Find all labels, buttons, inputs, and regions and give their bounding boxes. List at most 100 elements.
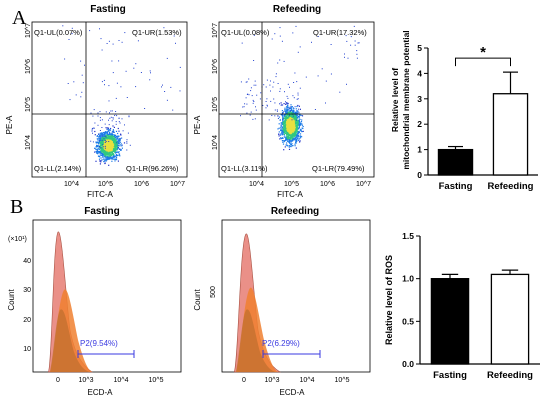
event-dot (105, 145, 107, 148)
event-dot (295, 133, 297, 135)
event-dot (118, 60, 120, 62)
event-dot (115, 149, 117, 151)
y-tick: 10^7 (212, 23, 219, 38)
event-dot (282, 143, 285, 145)
event-dot (111, 150, 113, 152)
event-dot (291, 119, 293, 121)
event-dot (112, 117, 114, 119)
flow-events (240, 25, 360, 151)
event-dot (277, 83, 279, 84)
y-tick-label: 2 (417, 119, 422, 129)
event-dot (292, 128, 294, 130)
x-tick: 10^6 (320, 181, 335, 188)
event-dot (118, 142, 120, 144)
event-dot (300, 114, 302, 116)
event-dot (284, 136, 286, 138)
event-dot (120, 86, 122, 88)
event-dot (105, 150, 107, 152)
event-dot (293, 129, 295, 131)
event-dot (95, 148, 97, 151)
event-dot (288, 108, 290, 110)
event-dot (105, 158, 108, 160)
event-dot (108, 158, 110, 160)
event-dot (286, 144, 288, 146)
event-dot (99, 136, 101, 138)
event-dot (293, 121, 295, 123)
event-dot (285, 122, 288, 124)
event-dot (289, 126, 291, 128)
event-dot (102, 153, 104, 155)
event-dot (286, 111, 288, 113)
event-dot (282, 115, 284, 117)
event-dot (290, 108, 292, 110)
event-dot (100, 38, 102, 40)
event-dot (94, 134, 96, 136)
event-dot (302, 125, 304, 128)
event-dot (293, 124, 295, 126)
x-tick: 10^4 (114, 377, 129, 384)
event-dot (321, 68, 323, 70)
event-dot (292, 123, 294, 125)
event-dot (252, 118, 254, 120)
event-dot (120, 133, 122, 135)
x-tick: 10^3 (265, 377, 280, 384)
event-dot (265, 107, 267, 109)
event-dot (105, 135, 107, 137)
event-dot (126, 97, 128, 98)
event-dot (105, 145, 107, 147)
event-dot (283, 125, 285, 127)
y-tick-label: 0.5 (402, 316, 414, 326)
event-dot (112, 145, 114, 147)
event-dot (106, 146, 108, 148)
event-dot (253, 84, 255, 86)
event-dot (290, 106, 291, 108)
event-dot (64, 58, 66, 60)
event-dot (291, 143, 293, 145)
event-dot (293, 133, 295, 135)
event-dot (297, 132, 299, 134)
event-dot (102, 142, 104, 144)
event-dot (286, 136, 289, 138)
event-dot (294, 112, 296, 114)
event-dot (121, 137, 123, 139)
event-dot (98, 134, 100, 136)
event-dot (291, 121, 293, 123)
event-dot (284, 120, 286, 122)
event-dot (116, 143, 118, 145)
event-dot (106, 153, 108, 156)
event-dot (288, 127, 290, 129)
event-dot (266, 98, 268, 100)
event-dot (293, 111, 295, 113)
event-dot (100, 135, 102, 138)
event-dot (293, 116, 295, 118)
y-tick: 500 (210, 286, 217, 298)
event-dot (295, 121, 297, 123)
event-dot (280, 113, 282, 116)
event-dot (269, 84, 271, 86)
event-dot (293, 82, 295, 83)
event-dot (296, 134, 298, 137)
event-dot (277, 128, 279, 130)
event-dot (287, 97, 289, 99)
event-dot (94, 130, 96, 133)
event-dot (354, 40, 356, 42)
event-dot (115, 144, 117, 146)
event-dot (300, 135, 302, 137)
event-dot (118, 117, 120, 119)
event-dot (282, 112, 284, 114)
event-dot (109, 149, 111, 151)
event-dot (109, 140, 111, 142)
event-dot (291, 128, 293, 130)
event-dot (283, 133, 285, 135)
event-dot (110, 151, 112, 153)
event-dot (109, 153, 111, 156)
event-dot (280, 125, 282, 127)
quadrant-ll: Q1-LL(2.14%) (34, 164, 82, 173)
event-dot (299, 113, 301, 116)
event-dot (104, 145, 106, 147)
event-dot (107, 143, 109, 146)
event-dot (287, 83, 289, 85)
event-dot (279, 90, 281, 92)
event-dot (296, 119, 298, 121)
event-dot (290, 131, 292, 133)
